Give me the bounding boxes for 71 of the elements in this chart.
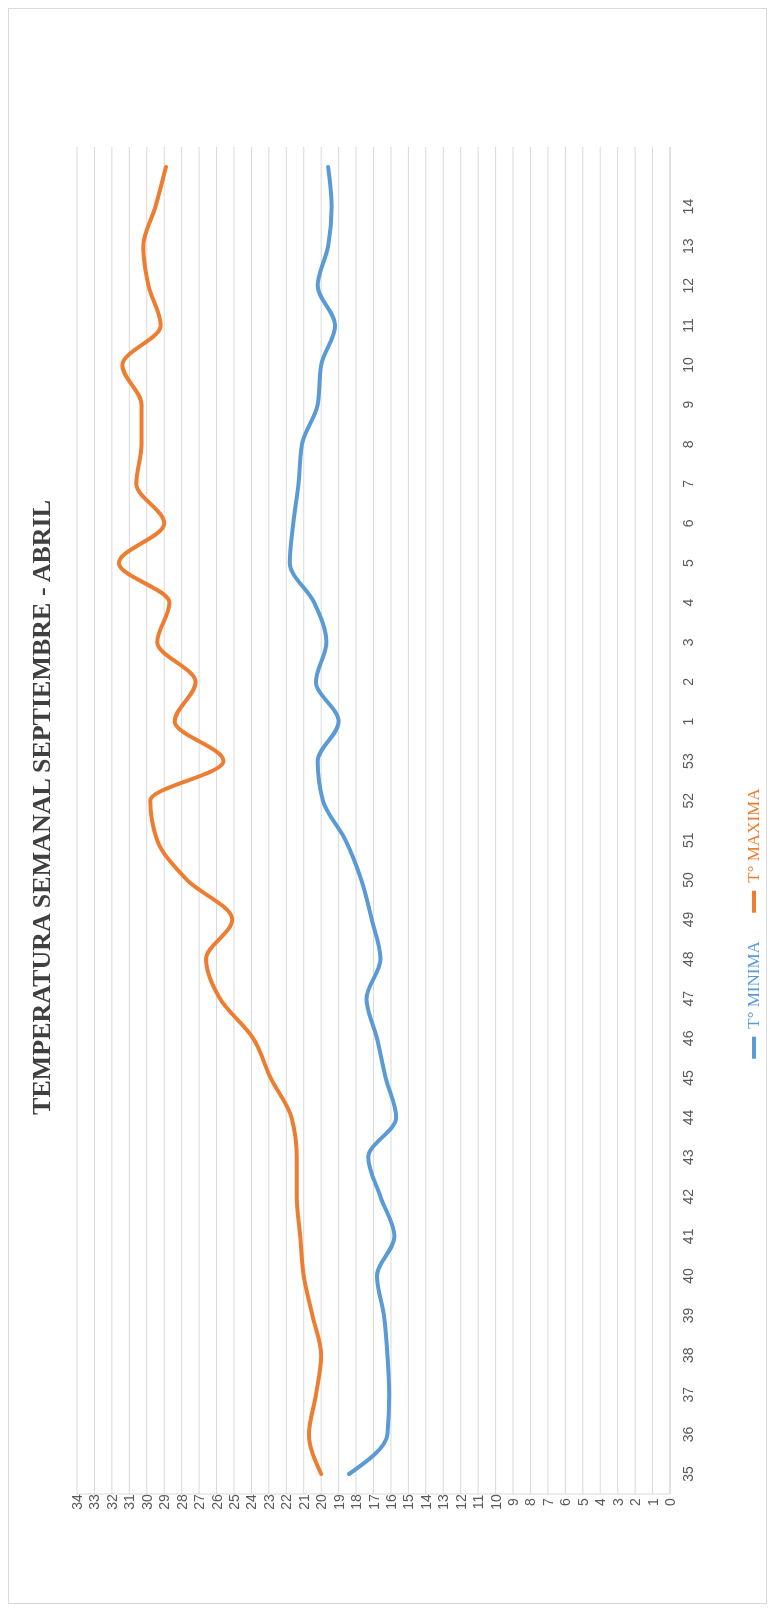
x-tick-label: 15 bbox=[400, 1494, 417, 1510]
text: TEMPERATURA SEMANAL SEPTIEMBRE - ABRIL bbox=[27, 499, 57, 1115]
y-tick-label: 7 bbox=[680, 479, 696, 488]
x-tick-label: 17 bbox=[365, 1494, 382, 1510]
y-tick-label: 40 bbox=[680, 1267, 696, 1284]
y-tick-label: 45 bbox=[680, 1069, 696, 1086]
y-tick-label: 13 bbox=[680, 238, 696, 254]
x-tick-label: 9 bbox=[505, 1497, 522, 1506]
x-tick-label: 33 bbox=[86, 1494, 103, 1510]
y-tick-label: 9 bbox=[680, 400, 696, 409]
x-tick-label: 29 bbox=[156, 1494, 173, 1510]
y-tick-label: 42 bbox=[680, 1188, 696, 1205]
x-tick-label: 31 bbox=[121, 1494, 138, 1510]
x-tick-label: 2 bbox=[627, 1497, 644, 1506]
text: T° MAXIMA bbox=[744, 789, 764, 884]
x-tick-label: 14 bbox=[417, 1494, 434, 1510]
x-tick-label: 13 bbox=[435, 1494, 452, 1510]
y-tick-label: 51 bbox=[680, 832, 696, 849]
x-tick-label: 27 bbox=[191, 1494, 208, 1510]
y-tick-label: 48 bbox=[680, 951, 696, 967]
y-tick-label: 50 bbox=[680, 871, 696, 888]
y-tick-label: 44 bbox=[680, 1109, 696, 1126]
y-tick-label: 41 bbox=[680, 1228, 696, 1245]
y-tick-label: 36 bbox=[680, 1426, 696, 1443]
x-tick-label: 7 bbox=[539, 1497, 556, 1506]
x-tick-label: 26 bbox=[208, 1494, 225, 1510]
x-tick-label: 25 bbox=[225, 1494, 242, 1510]
y-tick-label: 1 bbox=[680, 717, 696, 726]
x-tick-label: 6 bbox=[557, 1497, 574, 1506]
x-tick-label: 18 bbox=[348, 1494, 365, 1510]
x-tick-label: 20 bbox=[313, 1494, 330, 1510]
y-tick-label: 47 bbox=[680, 990, 696, 1007]
x-tick-label: 3 bbox=[609, 1497, 626, 1506]
x-tick-label: 8 bbox=[522, 1497, 539, 1506]
y-tick-label: 10 bbox=[680, 357, 696, 373]
x-tick-label: 32 bbox=[103, 1494, 120, 1510]
y-tick-label: 52 bbox=[680, 792, 696, 809]
y-tick-label: 12 bbox=[680, 277, 696, 294]
x-tick-label: 1 bbox=[644, 1497, 661, 1506]
y-tick-label: 11 bbox=[680, 317, 696, 333]
y-tick-label: 8 bbox=[680, 440, 696, 449]
x-tick-label: 28 bbox=[173, 1494, 190, 1510]
y-tick-label: 5 bbox=[680, 558, 696, 567]
y-tick-label: 53 bbox=[680, 753, 696, 769]
x-tick-label: 22 bbox=[278, 1494, 295, 1510]
y-tick-label: 2 bbox=[680, 677, 696, 686]
x-tick-label: 11 bbox=[470, 1494, 487, 1510]
x-tick-label: 30 bbox=[138, 1494, 155, 1510]
x-tick-label: 19 bbox=[330, 1494, 347, 1510]
y-tick-label: 6 bbox=[680, 519, 696, 528]
y-tick-label: 37 bbox=[680, 1386, 696, 1403]
y-tick-label: 49 bbox=[680, 911, 696, 928]
y-tick-label: 3 bbox=[680, 638, 696, 647]
y-tick-label: 39 bbox=[680, 1307, 696, 1324]
x-tick-label: 12 bbox=[452, 1494, 469, 1510]
x-tick-label: 34 bbox=[69, 1494, 85, 1510]
x-tick-label: 5 bbox=[574, 1497, 591, 1506]
x-tick-label: 0 bbox=[662, 1497, 678, 1506]
y-tick-label: 4 bbox=[680, 598, 696, 607]
y-tick-label: 43 bbox=[680, 1149, 696, 1165]
text: T° MINIMA bbox=[744, 941, 764, 1029]
y-tick-label: 38 bbox=[680, 1347, 696, 1363]
x-tick-label: 4 bbox=[592, 1497, 609, 1506]
y-tick-label: 14 bbox=[680, 198, 696, 215]
x-tick-label: 10 bbox=[487, 1494, 504, 1510]
x-tick-label: 16 bbox=[382, 1494, 399, 1510]
x-tick-label: 23 bbox=[260, 1494, 277, 1510]
x-tick-label: 21 bbox=[295, 1494, 312, 1510]
x-tick-label: 24 bbox=[243, 1494, 260, 1510]
y-tick-label: 46 bbox=[680, 1030, 696, 1047]
y-tick-label: 35 bbox=[680, 1466, 696, 1482]
